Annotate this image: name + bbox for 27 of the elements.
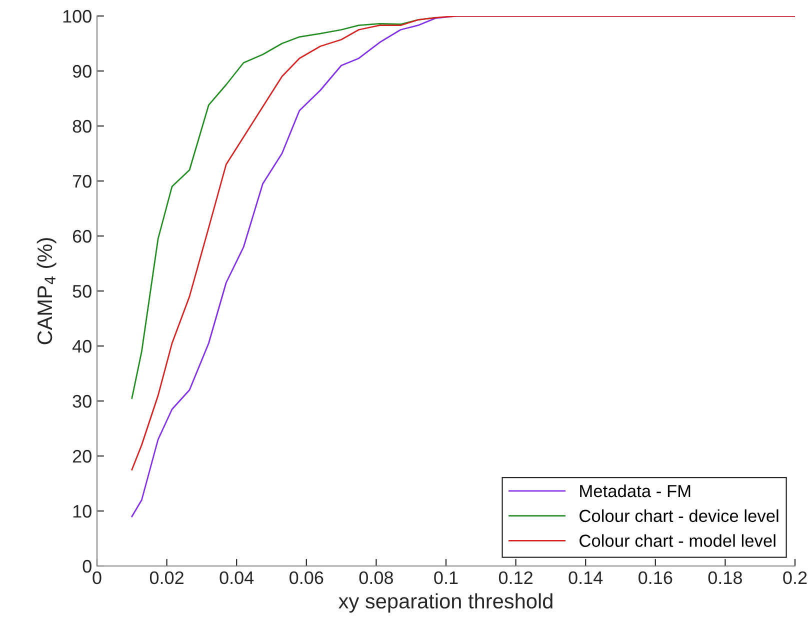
x-tick-label: 0.2 (783, 571, 807, 584)
y-tick-label: 0 (82, 560, 92, 573)
x-tick-label: 0.08 (359, 571, 393, 584)
x-tick-label: 0.04 (220, 571, 254, 584)
x-tick-label: 0.06 (290, 571, 324, 584)
legend-label: Metadata - FM (580, 484, 690, 498)
y-tick-label: 90 (72, 64, 92, 78)
y-tick-label: 30 (72, 394, 92, 408)
legend-label: Colour chart - model level (580, 534, 776, 547)
x-tick-label: 0.1 (434, 571, 458, 584)
x-tick-label: 0.16 (638, 571, 672, 584)
legend-label: Colour chart - device level (580, 509, 778, 522)
y-tick-label: 100 (63, 10, 92, 23)
x-tick-label: 0.12 (498, 571, 532, 584)
y-tick-label: 70 (72, 174, 92, 188)
y-tick-label: 80 (72, 120, 92, 133)
x-tick-label: 0.18 (708, 571, 742, 584)
y-tick-label: 50 (72, 284, 92, 298)
y-axis-title: CAMP$_{4}$ (%) (36, 238, 56, 344)
x-tick-label: 0.02 (150, 571, 184, 584)
x-tick-label: 0.14 (568, 571, 603, 584)
y-tick-label: 60 (72, 230, 92, 243)
y-tick-label: 40 (72, 340, 92, 353)
y-tick-label: 20 (72, 450, 92, 463)
y-tick-label: 10 (73, 504, 92, 518)
x-axis-title: xy separation threshold (338, 593, 552, 613)
x-tick-label: 0 (92, 571, 102, 584)
